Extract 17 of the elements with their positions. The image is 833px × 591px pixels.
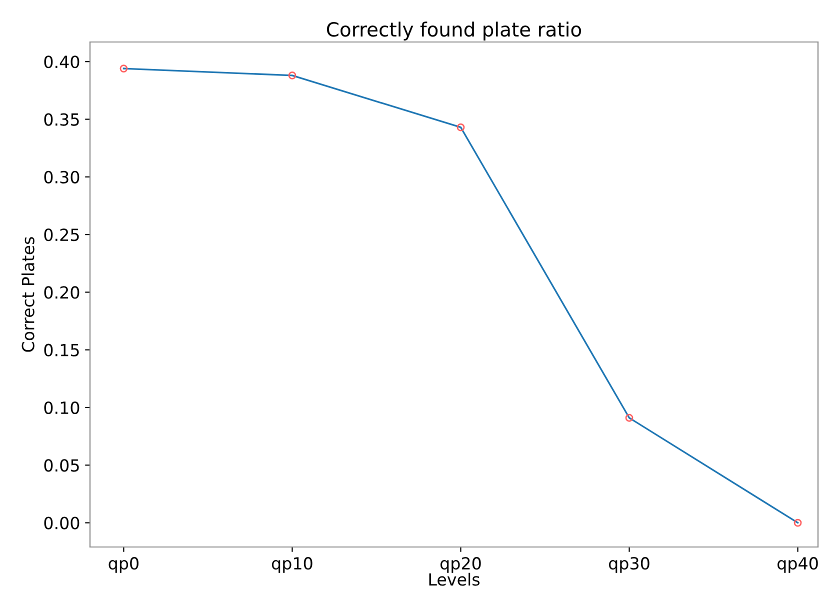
y-axis-title: Correct Plates	[21, 237, 34, 352]
x-tick-label: qp40	[778, 557, 818, 573]
chart-title: Correctly found plate ratio	[326, 22, 582, 40]
y-tick-label: 0.10	[44, 401, 80, 414]
y-tick-label: 0.20	[44, 286, 80, 299]
x-tick-label: qp10	[272, 557, 312, 573]
y-tick-label: 0.00	[44, 516, 80, 530]
y-tick-label: 0.30	[44, 170, 80, 184]
x-tick-label: qp20	[440, 557, 481, 573]
y-tick-label: 0.35	[44, 113, 79, 126]
y-tick-label: 0.25	[44, 228, 79, 242]
x-tick-label: qp30	[608, 557, 650, 573]
y-tick-label: 0.40	[44, 56, 80, 68]
x-axis-title: Levels	[429, 572, 480, 586]
x-tick-label: qp0	[108, 557, 138, 573]
y-tick-label: 0.05	[44, 459, 79, 472]
y-tick-label: 0.15	[44, 344, 79, 356]
